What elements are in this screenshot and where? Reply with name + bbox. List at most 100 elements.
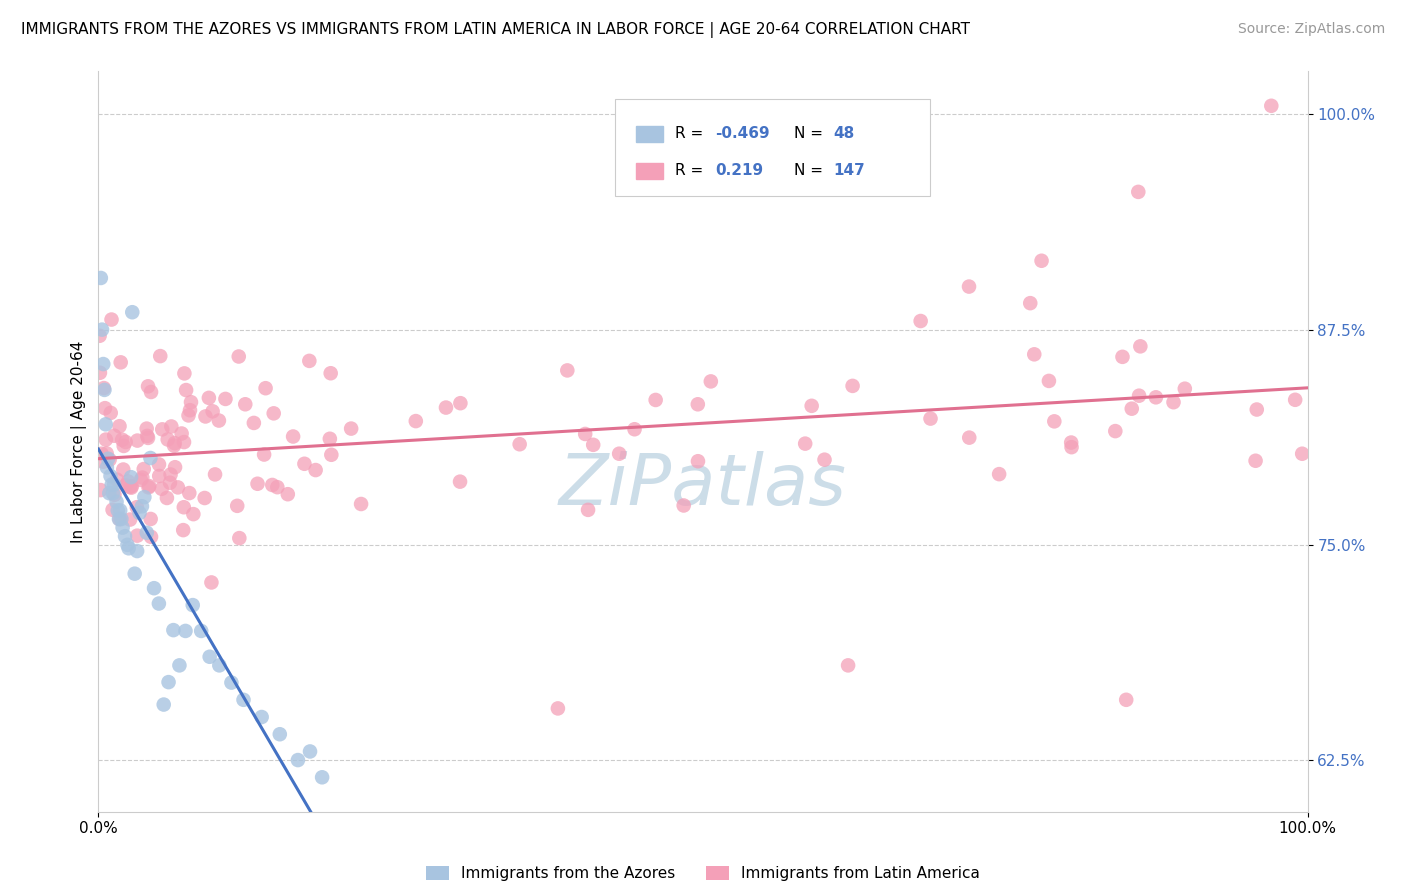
Point <box>174 383 197 397</box>
Text: 0.219: 0.219 <box>716 163 763 178</box>
Point <box>228 531 250 545</box>
Point <box>156 491 179 505</box>
Point <box>163 436 186 450</box>
Point <box>547 701 569 715</box>
Point <box>221 675 243 690</box>
Point <box>686 397 709 411</box>
Point <box>277 487 299 501</box>
Point <box>208 413 231 427</box>
Point <box>208 658 231 673</box>
Point <box>232 693 254 707</box>
Point <box>120 470 142 484</box>
Point <box>93 383 115 397</box>
Point <box>183 507 205 521</box>
Point <box>148 458 170 472</box>
Point <box>136 431 159 445</box>
Point <box>262 478 284 492</box>
Point <box>1031 253 1053 268</box>
Point <box>243 416 266 430</box>
Point <box>920 411 942 425</box>
Y-axis label: In Labor Force | Age 20-64: In Labor Force | Age 20-64 <box>72 341 87 542</box>
Point <box>139 450 162 465</box>
Point <box>1129 339 1152 353</box>
Point <box>148 469 170 483</box>
Point <box>988 467 1011 482</box>
Point <box>118 480 141 494</box>
Point <box>139 512 162 526</box>
Point <box>200 575 222 590</box>
Point <box>159 467 181 482</box>
Point <box>1128 185 1150 199</box>
Point <box>138 479 160 493</box>
Point <box>117 475 139 489</box>
Text: 48: 48 <box>834 126 855 141</box>
Point <box>94 401 117 416</box>
Point <box>159 475 181 490</box>
Point <box>194 491 217 505</box>
Point <box>103 428 125 442</box>
Point <box>1111 350 1133 364</box>
Point <box>120 481 142 495</box>
Point <box>263 406 285 420</box>
Point <box>1038 374 1060 388</box>
Text: R =: R = <box>675 126 709 141</box>
Point <box>136 429 159 443</box>
Text: 147: 147 <box>834 163 865 178</box>
Point <box>114 478 136 492</box>
Point <box>686 454 709 468</box>
Point <box>100 312 122 326</box>
Point <box>837 658 859 673</box>
Text: IMMIGRANTS FROM THE AZORES VS IMMIGRANTS FROM LATIN AMERICA IN LABOR FORCE | AGE: IMMIGRANTS FROM THE AZORES VS IMMIGRANTS… <box>21 22 970 38</box>
Point <box>1144 390 1167 404</box>
Point <box>111 433 134 447</box>
Point <box>299 744 322 758</box>
Point <box>405 414 427 428</box>
Point <box>127 529 149 543</box>
Point <box>177 409 200 423</box>
Point <box>1246 402 1268 417</box>
Point <box>1260 99 1282 113</box>
Point <box>434 401 457 415</box>
Point <box>93 381 115 395</box>
Text: ZiPatlas: ZiPatlas <box>560 451 846 520</box>
Point <box>150 422 173 436</box>
Text: R =: R = <box>675 163 709 178</box>
Point <box>91 455 114 469</box>
Point <box>319 432 342 446</box>
Point <box>117 538 139 552</box>
Point <box>100 406 122 420</box>
Point <box>96 446 118 460</box>
Point <box>169 658 191 673</box>
Point <box>131 500 153 514</box>
Point <box>172 523 194 537</box>
Point <box>201 404 224 418</box>
Point <box>134 490 156 504</box>
Point <box>250 710 273 724</box>
Point <box>149 349 172 363</box>
Point <box>198 649 221 664</box>
Point <box>1060 440 1083 454</box>
Point <box>321 448 343 462</box>
Point <box>194 409 217 424</box>
Point <box>170 426 193 441</box>
Point <box>128 506 150 520</box>
Point <box>509 437 531 451</box>
Point <box>340 421 363 435</box>
Point <box>813 452 835 467</box>
Point <box>957 431 980 445</box>
Point <box>139 384 162 399</box>
Point <box>152 698 174 712</box>
Point <box>94 433 117 447</box>
Point <box>125 500 148 515</box>
Point <box>108 503 131 517</box>
Point <box>1291 447 1313 461</box>
Point <box>173 367 195 381</box>
Point <box>143 581 166 595</box>
Point <box>103 477 125 491</box>
Point <box>449 475 471 489</box>
Point <box>138 480 160 494</box>
Point <box>800 399 823 413</box>
Point <box>110 512 132 526</box>
Point <box>105 473 128 487</box>
Point <box>1060 435 1083 450</box>
